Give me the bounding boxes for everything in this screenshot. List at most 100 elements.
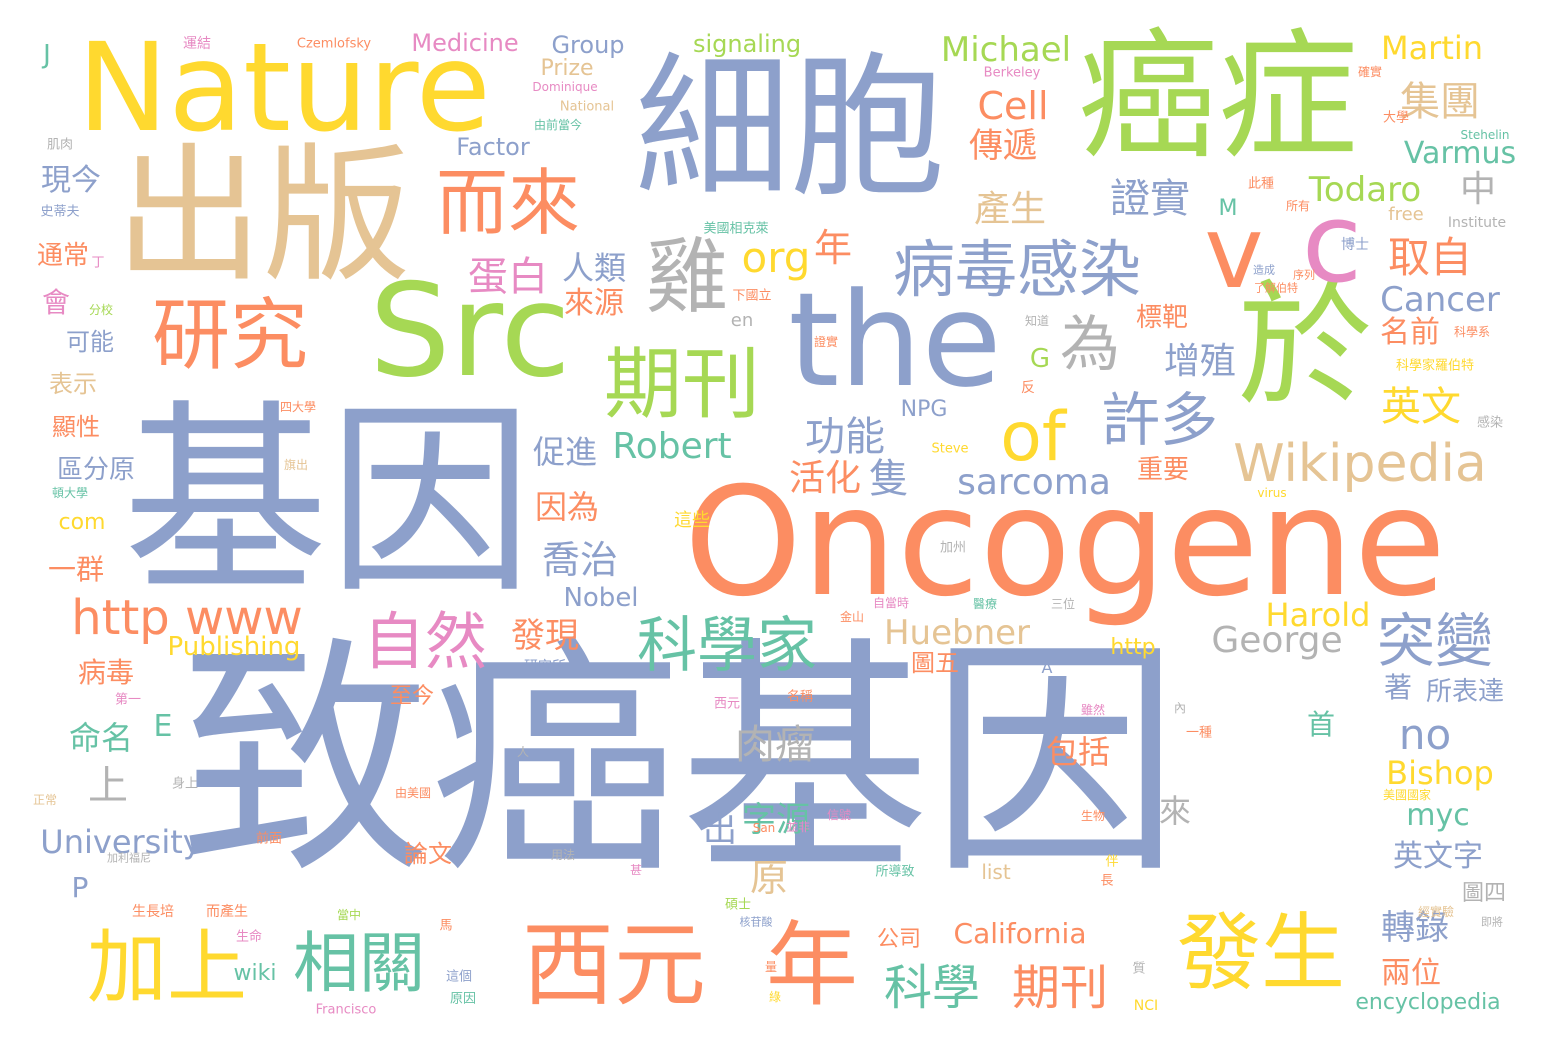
word-biaoshi: 表示 bbox=[49, 370, 97, 398]
word-free: free bbox=[1388, 204, 1424, 225]
word-c: c bbox=[1301, 179, 1363, 307]
word-biaoba: 標靶 bbox=[1135, 303, 1189, 333]
word-zhang: 長 bbox=[1100, 873, 1114, 889]
word-faxian: 發現 bbox=[511, 616, 579, 656]
word-yizhong: 一種 bbox=[1185, 725, 1213, 741]
word-g: G bbox=[1029, 344, 1051, 374]
word-tuwu: 圖五 bbox=[911, 649, 959, 677]
word-suobiaoda: 所表達 bbox=[1425, 677, 1505, 707]
word-list: list bbox=[981, 860, 1011, 884]
word-steve: Steve bbox=[931, 441, 969, 457]
word-qufenyuan: 區分原 bbox=[56, 455, 136, 485]
word-shen: 甚 bbox=[629, 863, 643, 877]
word-tusi: 圖四 bbox=[1461, 881, 1507, 906]
word-bingdu-ganran: 病毒感染 bbox=[892, 233, 1142, 306]
word-zidangshi: 自當時 bbox=[872, 596, 910, 610]
word-michael: Michael bbox=[940, 30, 1072, 70]
word-src: Src bbox=[369, 257, 571, 406]
word-liangwei: 兩位 bbox=[1381, 956, 1441, 991]
word-yanjiusuo: 研究所 bbox=[524, 659, 566, 675]
word-jiazhou: 加州 bbox=[939, 540, 967, 556]
word-xiyuan: 西元 bbox=[521, 912, 707, 1019]
word-california: California bbox=[953, 917, 1087, 950]
word-francisco: Francisco bbox=[315, 1002, 377, 1018]
word-the: the bbox=[788, 264, 1002, 416]
word-yiliao: 醫療 bbox=[972, 597, 998, 611]
word-chuandi: 傳遞 bbox=[969, 126, 1037, 166]
word-cujin: 促進 bbox=[532, 433, 598, 471]
word-yinwei: 因為 bbox=[534, 488, 600, 526]
word-bingfei: 並非 bbox=[785, 820, 811, 834]
word-wikipedia: Wikipedia bbox=[1233, 434, 1487, 494]
word-tongchang: 通常 bbox=[36, 241, 90, 271]
word-nei: 內 bbox=[1173, 701, 1187, 715]
word-martin: Martin bbox=[1380, 29, 1484, 67]
word-j: J bbox=[43, 40, 51, 70]
word-qikan-1: 期刊 bbox=[603, 340, 761, 430]
word-shuoshi: 碩士 bbox=[724, 897, 752, 913]
word-virus: virus bbox=[1257, 486, 1287, 500]
word-suiran: 雖然 bbox=[1080, 703, 1106, 717]
word-m: M bbox=[1218, 196, 1238, 221]
word-daxue: 大學 bbox=[1382, 110, 1410, 126]
word-zhi2: 質 bbox=[1132, 961, 1146, 977]
word-diyi: 第一 bbox=[114, 692, 142, 708]
word-zhexie: 這些 bbox=[674, 510, 710, 531]
word-v: v bbox=[1204, 194, 1264, 311]
word-qichu: 旗出 bbox=[283, 458, 309, 472]
word-a: A bbox=[1041, 658, 1053, 677]
word-shidifu: 史蒂夫 bbox=[40, 204, 80, 220]
word-shenshang: 身上 bbox=[171, 776, 199, 792]
word-wiki: wiki bbox=[233, 961, 277, 986]
word-wei: 為 bbox=[1060, 310, 1120, 380]
word-group: Group bbox=[551, 31, 625, 59]
word-nci: NCI bbox=[1133, 998, 1159, 1014]
word-yingwen: 英文 bbox=[1381, 384, 1461, 430]
word-huohua: 活化 bbox=[788, 458, 862, 499]
word-gongneng: 功能 bbox=[805, 414, 885, 460]
word-meiguoguojia: 美國國家 bbox=[1382, 788, 1432, 802]
word-queshi: 確實 bbox=[1357, 65, 1383, 79]
word-e: E bbox=[153, 709, 173, 744]
word-lai: 來 bbox=[1158, 792, 1192, 830]
word-medicine: Medicine bbox=[411, 29, 519, 57]
word-jituan: 集團 bbox=[1400, 79, 1480, 125]
word-ban: 伴 bbox=[1105, 854, 1119, 870]
word-yongfa: 用法 bbox=[550, 848, 576, 862]
word-npg: NPG bbox=[900, 397, 948, 422]
word-xianjin: 現今 bbox=[41, 163, 101, 198]
word-oncogene: Oncogene bbox=[683, 456, 1447, 630]
word-university: University bbox=[40, 823, 202, 861]
word-shang: 上 bbox=[88, 763, 128, 809]
word-qiaozhi: 喬治 bbox=[541, 538, 619, 582]
word-yuanyin: 原因 bbox=[449, 991, 477, 1007]
word-cell: Cell bbox=[977, 84, 1049, 128]
word-lv: 綠 bbox=[768, 990, 782, 1004]
word-robert: Robert bbox=[612, 426, 732, 467]
word-prize: Prize bbox=[540, 56, 594, 81]
word-zhuanlu: 轉錄 bbox=[1381, 908, 1449, 948]
word-xuduo: 許多 bbox=[1101, 386, 1219, 454]
word-laiyuan: 來源 bbox=[564, 286, 624, 321]
word-xianxing: 顯性 bbox=[52, 413, 100, 441]
word-danbai: 蛋白 bbox=[468, 254, 548, 300]
word-sarcoma: sarcoma bbox=[957, 462, 1111, 503]
word-zhijin: 至今 bbox=[389, 684, 435, 709]
word-zhiaijiyin: 致癌基因 bbox=[180, 616, 1180, 907]
word-ganran: 感染 bbox=[1476, 415, 1504, 431]
word-p: P bbox=[71, 871, 89, 904]
word-chuban: 出版 bbox=[115, 130, 411, 302]
word-stehelin: Stehelin bbox=[1460, 128, 1510, 142]
word-youqiandangjin: 由前當今 bbox=[533, 118, 583, 132]
word-nian-2: 年 bbox=[813, 226, 853, 270]
word-nian-1: 年 bbox=[765, 912, 859, 1019]
word-qianmian: 前面 bbox=[255, 831, 283, 847]
word-factor: Factor bbox=[456, 133, 530, 161]
word-jijiang: 即將 bbox=[1481, 915, 1503, 929]
word-gongsi: 公司 bbox=[876, 927, 922, 952]
word-lunwen: 論文 bbox=[404, 840, 452, 868]
word-jiyin: 基因 bbox=[123, 383, 533, 622]
word-national: National bbox=[559, 99, 615, 115]
word-fan: 反 bbox=[1021, 380, 1035, 396]
